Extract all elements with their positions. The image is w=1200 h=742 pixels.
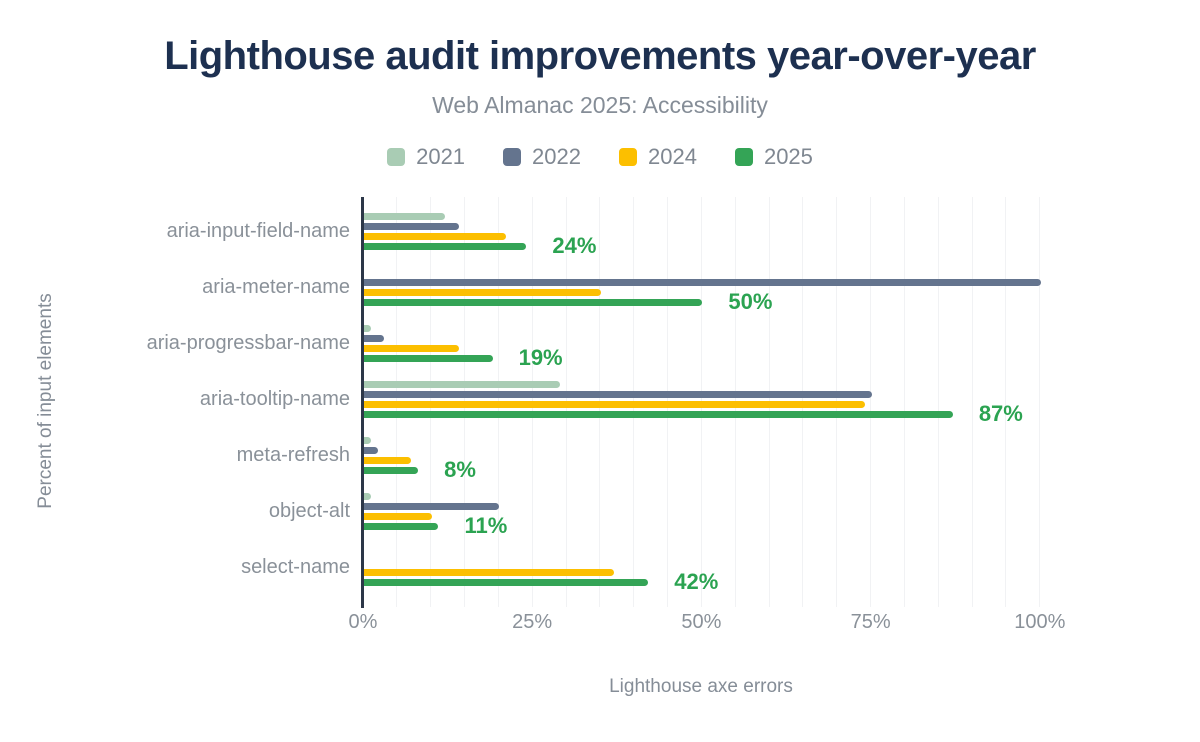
x-tick-label-0%: 0%: [348, 611, 378, 633]
bar-2021-meta-refresh: [364, 437, 371, 445]
data-label-object-alt: 11%: [464, 513, 508, 539]
data-label-aria-progressbar-name: 19%: [518, 345, 563, 371]
category-label-meta-refresh: meta-refresh: [236, 444, 350, 467]
bar-2025-aria-input-field-name: [364, 242, 527, 250]
bar-2025-select-name: [364, 578, 649, 586]
gridline: [870, 197, 872, 607]
bar-2022-aria-input-field-name: [364, 223, 459, 230]
legend: 2021 2022 2024 2025: [0, 144, 1200, 170]
x-tick-label-50%: 50%: [681, 611, 722, 633]
x-tick-label-75%: 75%: [850, 611, 891, 633]
legend-item-2025: 2025: [734, 144, 813, 170]
bar-2021-object-alt: [364, 493, 371, 501]
data-label-aria-input-field-name: 24%: [552, 233, 597, 259]
category-label-aria-meter-name: aria-meter-name: [202, 276, 350, 299]
bar-2022-object-alt: [364, 503, 500, 510]
bar-2024-aria-progressbar-name: [364, 344, 459, 352]
bar-2024-aria-meter-name: [364, 288, 601, 296]
gridline: [937, 197, 939, 607]
bar-2022-aria-tooltip-name: [364, 391, 872, 398]
x-axis-title: Lighthouse axe errors: [609, 676, 793, 697]
y-axis-line: [361, 197, 364, 608]
bar-2025-aria-tooltip-name: [364, 410, 953, 418]
bar-2025-aria-progressbar-name: [364, 354, 493, 362]
data-label-select-name: 42%: [674, 569, 719, 595]
bar-2021-aria-tooltip-name: [364, 381, 561, 389]
legend-item-2024: 2024: [619, 144, 697, 170]
category-label-select-name: select-name: [241, 556, 350, 579]
legend-label-2025: 2025: [763, 144, 813, 169]
category-label-object-alt: object-alt: [268, 500, 350, 523]
x-tick-label-25%: 25%: [512, 611, 553, 633]
data-label-aria-meter-name: 50%: [728, 289, 773, 315]
category-label-aria-tooltip-name: aria-tooltip-name: [199, 388, 350, 411]
legend-item-2021: 2021: [387, 144, 465, 170]
legend-swatch-2021: [387, 148, 406, 166]
bar-2021-aria-progressbar-name: [364, 325, 371, 333]
legend-label-2024: 2024: [648, 144, 697, 169]
category-label-aria-progressbar-name: aria-progressbar-name: [146, 332, 350, 355]
gridline: [1039, 197, 1041, 607]
chart-subtitle: Web Almanac 2025: Accessibility: [432, 92, 768, 118]
bar-2024-aria-tooltip-name: [364, 400, 865, 408]
data-label-aria-tooltip-name: 87%: [978, 401, 1023, 427]
bar-2022-aria-meter-name: [364, 279, 1041, 286]
gridline: [971, 197, 973, 607]
bar-2025-aria-meter-name: [364, 298, 703, 306]
bar-2022-meta-refresh: [364, 447, 378, 454]
bar-2021-aria-input-field-name: [364, 213, 446, 221]
bar-2025-object-alt: [364, 522, 439, 530]
bar-2024-object-alt: [364, 512, 432, 520]
x-tick-label-100%: 100%: [1014, 611, 1066, 633]
plot-area: 24% 50% 19% 87% 8% 11% 42%: [361, 197, 1041, 608]
bar-2024-meta-refresh: [364, 456, 412, 464]
gridline: [903, 197, 905, 607]
legend-label-2021: 2021: [416, 144, 466, 169]
legend-swatch-2025: [734, 148, 753, 166]
page-title: Lighthouse audit improvements year-over-…: [164, 34, 1036, 78]
bar-2024-select-name: [364, 568, 615, 576]
legend-label-2022: 2022: [532, 144, 581, 169]
category-label-aria-input-field-name: aria-input-field-name: [166, 220, 350, 243]
bar-2022-aria-progressbar-name: [364, 335, 385, 342]
legend-swatch-2024: [619, 148, 637, 166]
legend-swatch-2022: [503, 148, 522, 166]
bar-2024-aria-input-field-name: [364, 232, 507, 240]
gridline: [1005, 197, 1007, 607]
legend-item-2022: 2022: [503, 144, 581, 170]
data-label-meta-refresh: 8%: [444, 457, 476, 483]
bar-2025-meta-refresh: [364, 466, 419, 474]
